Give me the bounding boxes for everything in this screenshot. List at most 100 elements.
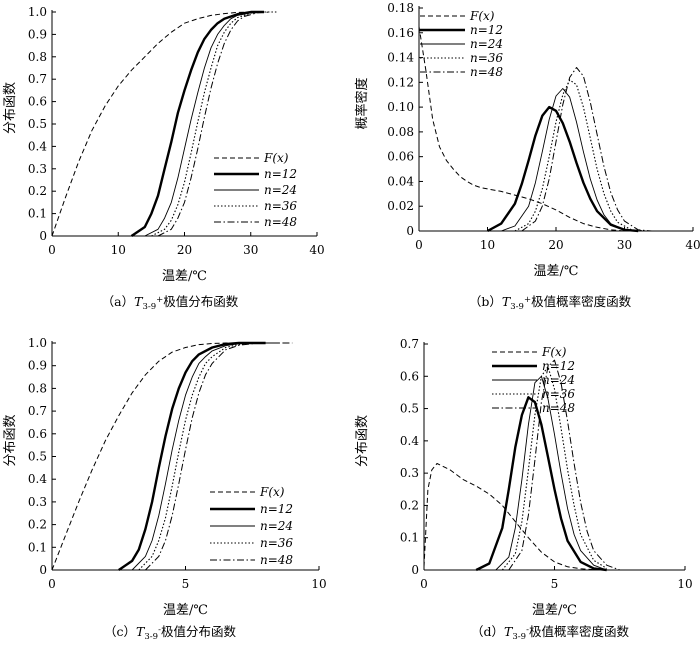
y-tick-label-a: 0.1 <box>28 207 47 221</box>
series-line-a-3 <box>151 11 278 237</box>
legend-label-c-4: n=48 <box>260 553 293 567</box>
x-tick-label-c: 0 <box>48 577 56 591</box>
legend-label-d-3: n=36 <box>542 387 575 401</box>
series-line-b-3 <box>514 79 646 232</box>
legend-label-a-1: n=12 <box>264 167 297 181</box>
x-tick-label-a: 20 <box>177 243 192 257</box>
y-axis-title-b: 概率密度 <box>354 77 370 129</box>
y-tick-label-d: 0.3 <box>400 466 419 480</box>
legend-label-a-2: n=24 <box>264 183 297 197</box>
y-tick-label-c: 0.3 <box>28 495 47 509</box>
y-tick-label-d: 0.6 <box>400 369 419 383</box>
y-tick-label-a: 0.6 <box>28 95 47 109</box>
chart-panel-b: 0 0.02 0.04 0.06 0.08 0.10 0.12 0.14 0.16 0.18 0 10… <box>350 0 700 322</box>
y-tick-label-d: 0.1 <box>400 531 419 545</box>
y-axis-title-c: 分布函数 <box>3 414 18 466</box>
y-tick-label-a: 0 <box>39 229 47 243</box>
x-axis-title-b: 温差/℃ <box>534 264 579 279</box>
x-tick-label-d: 10 <box>677 577 692 591</box>
y-tick-label-b: 0.08 <box>387 125 414 139</box>
x-tick-label-b: 20 <box>548 238 563 252</box>
x-tick-label-a: 10 <box>111 243 126 257</box>
chart-d-svg: 00.10.20.30.40.50.60.70 5 10温差/℃分布函数F(x)n=… <box>355 337 693 642</box>
y-tick-label-d: 0.5 <box>400 402 419 416</box>
x-tick-label-a: 0 <box>48 243 56 257</box>
y-tick-label-b: 0.18 <box>387 1 414 15</box>
x-tick-label-a: 40 <box>309 243 324 257</box>
y-tick-label-b: 0.04 <box>387 174 414 188</box>
legend-label-d-1: n=12 <box>542 359 575 373</box>
series-line-c-4 <box>145 342 293 571</box>
y-tick-label-a: 1.0 <box>28 5 47 19</box>
y-tick-label-d: 0.4 <box>400 434 419 448</box>
x-axis-title-c: 温差/℃ <box>163 603 208 618</box>
y-tick-label-c: 0.5 <box>28 450 47 464</box>
y-tick-label-b: 0.12 <box>387 75 414 89</box>
y-tick-label-a: 0.5 <box>28 117 47 131</box>
y-tick-label-a: 0.8 <box>28 50 47 64</box>
chart-c-svg: 0 0.1 0.2 0.3 0.4 0.5 0.6 0.7 0.8 0.9 1.0 0 5 10 温差/℃ 分… <box>3 336 327 642</box>
chart-b-svg: 0 0.02 0.04 0.06 0.08 0.10 0.12 0.14 0.16 0.18 0 10… <box>354 1 700 312</box>
y-tick-label-b: 0.16 <box>387 26 414 40</box>
legend-label-c-2: n=24 <box>260 519 293 533</box>
legend-label-a-4: n=48 <box>264 215 297 229</box>
chart-panel-d: 0 0.1 0.2 0.3 0.4 0.5 0.6 0.7 0 5 10 温差/℃ 分布函数 F(x) n=… <box>350 322 700 644</box>
y-tick-label-d: 0.7 <box>400 337 419 351</box>
y-tick-label-a: 0.9 <box>28 27 47 41</box>
series-line-b-1 <box>486 105 639 233</box>
x-tick-label-d: 5 <box>551 577 559 591</box>
y-tick-label-d: 0.2 <box>400 498 419 512</box>
y-tick-label-b: 0.06 <box>387 150 414 164</box>
series-line-d-1 <box>475 396 607 572</box>
legend-label-b-2: n=24 <box>470 37 503 51</box>
legend-label-d-2: n=24 <box>542 373 575 387</box>
series-line-a-0 <box>51 11 264 237</box>
y-tick-label-b: 0.14 <box>387 51 414 65</box>
legend-label-a-3: n=36 <box>264 199 297 213</box>
legend-label-b-4: n=48 <box>470 65 503 79</box>
x-tick-label-c: 5 <box>182 577 190 591</box>
y-tick-label-c: 0.6 <box>28 427 47 441</box>
y-tick-label-c: 0.1 <box>28 540 47 554</box>
y-axis-title-d: 分布函数 <box>355 415 370 467</box>
x-tick-label-c: 10 <box>311 577 326 591</box>
x-axis-title-d: 温差/℃ <box>532 603 577 618</box>
x-tick-label-b: 30 <box>617 238 632 252</box>
legend-label-c-0: F(x) <box>259 485 285 499</box>
y-tick-label-a: 0.3 <box>28 162 47 176</box>
legend-label-c-3: n=36 <box>260 536 293 550</box>
y-tick-label-a: 0.4 <box>28 139 47 153</box>
y-tick-label-c: 0.2 <box>28 518 47 532</box>
series-line-c-0 <box>51 342 253 571</box>
series-line-c-1 <box>118 341 266 571</box>
y-tick-label-c: 0.9 <box>28 359 47 373</box>
x-tick-label-d: 0 <box>420 577 428 591</box>
y-tick-label-c: 1.0 <box>28 336 47 350</box>
y-tick-label-a: 0.7 <box>28 72 47 86</box>
caption-a: （a）T3-9+极值分布函数 <box>102 294 239 312</box>
legend-label-d-4: n=48 <box>542 401 575 415</box>
series-line-b-4 <box>521 67 652 232</box>
y-tick-label-d: 0 <box>411 563 419 577</box>
caption-c: （c）T3-9-极值分布函数 <box>104 624 236 642</box>
x-axis-title-a: 温差/℃ <box>162 269 207 284</box>
series-line-a-4 <box>157 11 271 237</box>
y-tick-label-b: 0.02 <box>387 199 414 213</box>
legend-label-c-1: n=12 <box>260 502 293 516</box>
series-line-b-0 <box>418 26 639 232</box>
y-tick-label-b: 0 <box>406 224 414 238</box>
legend-label-b-1: n=12 <box>470 23 503 37</box>
legend-label-d-0: F(x) <box>541 345 567 359</box>
y-tick-label-b: 0.10 <box>387 100 414 114</box>
chart-a-svg: 0 0.1 0.2 0.3 0.4 0.5 0.6 0.7 0.8 0.9 1.0 0 10 20 30 40… <box>3 5 325 312</box>
x-tick-label-b: 10 <box>480 238 495 252</box>
y-tick-label-c: 0.4 <box>28 472 47 486</box>
x-tick-label-b: 0 <box>415 238 423 252</box>
x-tick-label-b: 40 <box>685 238 700 252</box>
y-tick-label-c: 0.8 <box>28 381 47 395</box>
legend-label-b-0: F(x) <box>469 9 495 23</box>
series-line-d-3 <box>501 366 607 571</box>
y-tick-label-a: 0.2 <box>28 184 47 198</box>
series-line-b-2 <box>501 88 639 232</box>
series-line-a-1 <box>130 10 264 237</box>
